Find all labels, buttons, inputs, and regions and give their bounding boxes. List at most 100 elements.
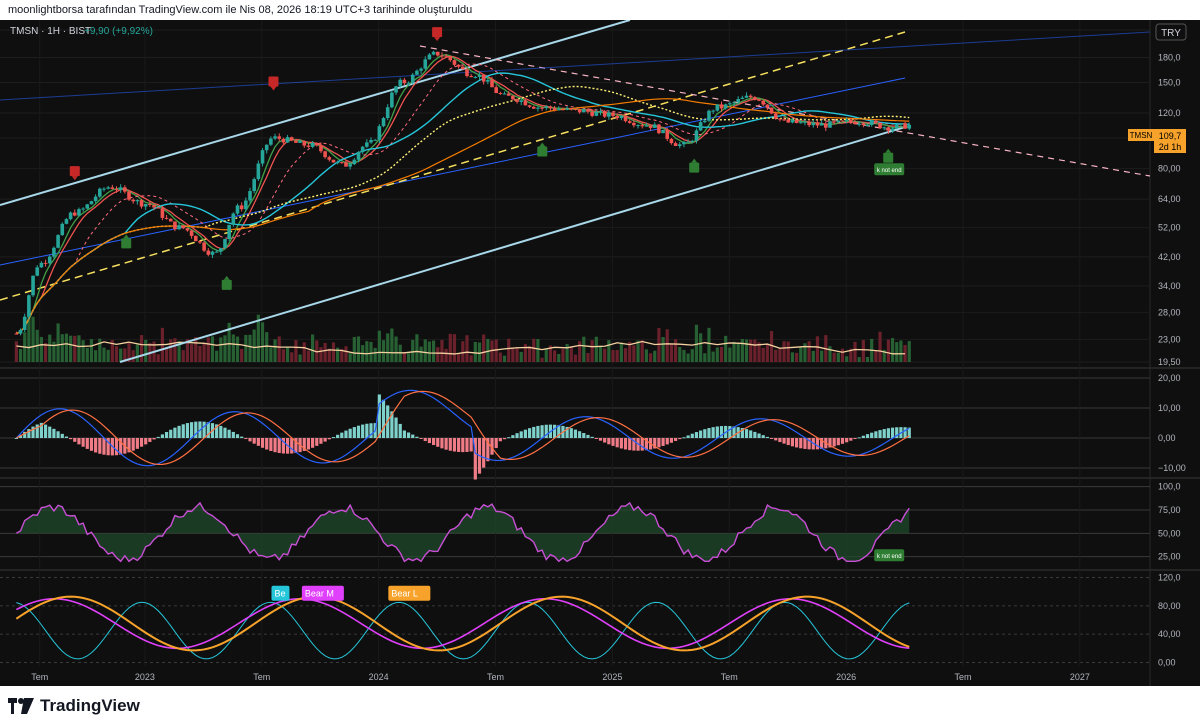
candle-body (677, 144, 682, 147)
volume-bar (252, 329, 256, 362)
candle-body (123, 187, 127, 192)
macd-histogram-bar (699, 430, 703, 438)
rsi-line (16, 501, 910, 563)
candle-body (135, 200, 140, 202)
volume-bar (728, 347, 732, 362)
candle-body (223, 239, 227, 249)
macd-histogram-bar (319, 438, 323, 444)
candle-body (899, 123, 903, 125)
bear-label-text: Bear M (305, 589, 334, 599)
candle-body (252, 179, 256, 192)
candle-body (440, 55, 444, 57)
macd-histogram-bar (740, 428, 744, 438)
volume-bar (240, 348, 244, 362)
candle-body (869, 120, 874, 126)
volume-bar (882, 349, 886, 362)
volume-bar (206, 337, 210, 362)
candle-body (882, 127, 887, 129)
volume-bar (244, 334, 248, 362)
volume-bar (169, 339, 173, 362)
macd-histogram-bar (98, 438, 102, 454)
macd-histogram-bar (711, 427, 715, 438)
macd-histogram-bar (786, 438, 790, 446)
macd-histogram-bar (874, 431, 878, 438)
volume-bar (644, 349, 648, 362)
volume-bar (769, 330, 774, 362)
candle-body (189, 230, 194, 236)
volume-bar (406, 353, 411, 362)
macd-histogram-bar (569, 428, 573, 438)
volume-bar (719, 347, 724, 362)
macd-histogram-bar (369, 423, 373, 438)
candle-body (43, 262, 48, 264)
volume-bar (623, 348, 628, 362)
macd-histogram-bar (790, 438, 795, 447)
candle-body (536, 107, 540, 109)
candle-body (778, 118, 782, 120)
macd-histogram-bar (419, 438, 423, 439)
macd-histogram-bar (94, 438, 98, 453)
candle-body (306, 145, 311, 147)
macd-histogram-bar (219, 425, 223, 438)
tradingview-brand[interactable]: TradingView (8, 696, 140, 716)
time-axis-tick-label: 2025 (602, 672, 622, 682)
macd-histogram-bar (494, 438, 498, 449)
macd-histogram-bar (828, 438, 832, 448)
macd-histogram-bar (444, 438, 448, 450)
candle-body (269, 138, 273, 145)
candle-body (732, 102, 736, 104)
candle-body (185, 228, 190, 231)
candle-body (561, 109, 565, 111)
macd-histogram-bar (582, 433, 586, 438)
macd-histogram-bar (294, 438, 298, 453)
macd-histogram-bar (690, 433, 694, 438)
candle-body (824, 123, 828, 128)
volume-bar (569, 347, 573, 362)
macd-histogram-bar (732, 426, 736, 438)
k-not-end-box (874, 163, 905, 176)
candle-body (794, 119, 799, 123)
volume-bar (436, 347, 440, 362)
time-axis-tick-label: 2027 (1070, 672, 1090, 682)
candle-body (753, 97, 757, 100)
macd-histogram-bar (290, 438, 294, 454)
currency-button[interactable]: TRY (1155, 23, 1187, 41)
macd-histogram-bar (302, 438, 306, 451)
oscillator-panel: Be Bear M Bear L (15, 585, 910, 660)
volume-bar (749, 339, 753, 362)
macd-histogram-bar (252, 438, 256, 444)
candle-body (556, 109, 561, 111)
volume-bar (857, 357, 861, 362)
volume-bar (323, 342, 327, 362)
macd-histogram-bar (361, 424, 365, 438)
macd-histogram-bar (269, 438, 273, 451)
time-axis-tick-label: 2023 (135, 672, 155, 682)
volume-bar (699, 333, 703, 362)
candle-body (494, 87, 498, 93)
panel-axis-tick-label: 50,00 (1158, 528, 1181, 538)
volume-bar (594, 336, 598, 362)
macd-histogram-bar (465, 438, 469, 452)
volume-bar (390, 328, 394, 362)
candle-body (552, 108, 557, 111)
bear-label: Be (271, 585, 290, 601)
candle-body (481, 74, 486, 82)
volume-bar (73, 335, 77, 362)
volume-bar (402, 351, 406, 362)
macd-histogram-bar (665, 438, 669, 445)
macd-histogram-bar (536, 425, 540, 438)
volume-bar (661, 337, 665, 362)
candle-body (281, 138, 286, 143)
macd-histogram-bar (761, 435, 765, 438)
volume-bar (77, 335, 81, 362)
candle-body (682, 141, 686, 145)
volume-bar (260, 322, 265, 362)
candle-body (586, 109, 590, 112)
macd-histogram-bar (52, 428, 56, 438)
macd-histogram-bar (185, 423, 190, 438)
volume-bar (853, 341, 857, 362)
sell-signal-marker (432, 27, 443, 42)
candle-body (619, 116, 624, 119)
